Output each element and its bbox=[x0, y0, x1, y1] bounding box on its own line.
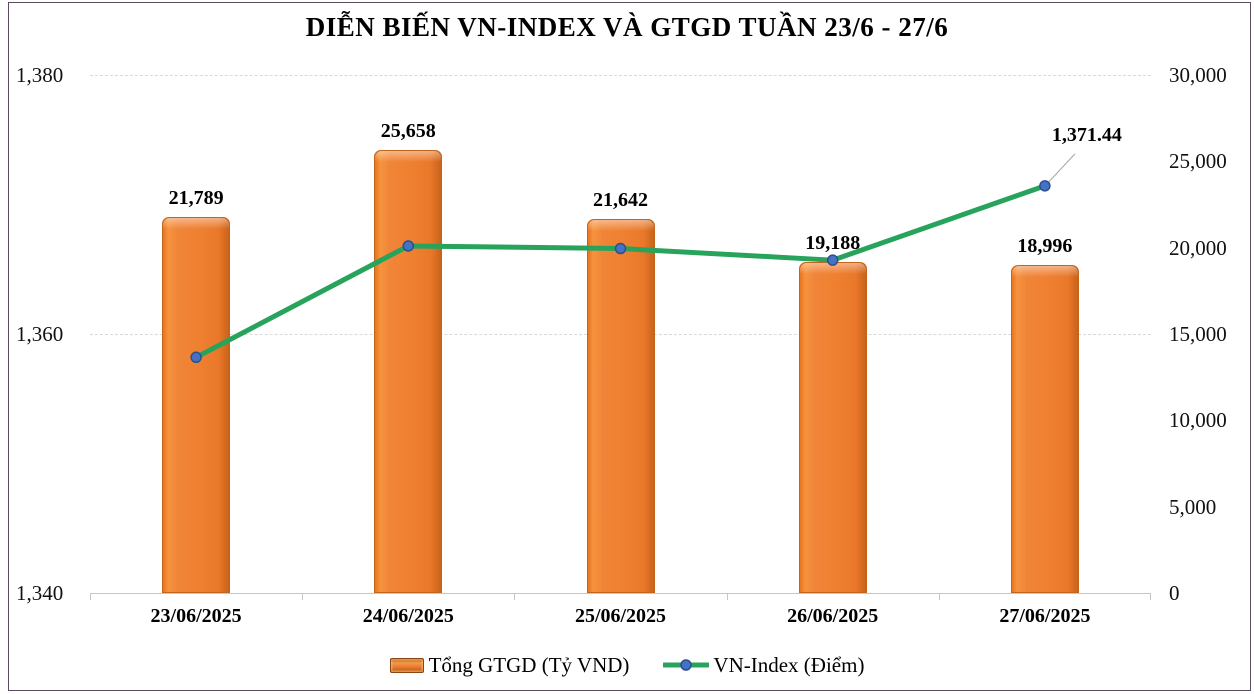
category-tick bbox=[938, 593, 940, 600]
gtgd-bar bbox=[374, 149, 443, 593]
legend-item-gtgd: Tổng GTGD (Tỷ VND) bbox=[389, 652, 630, 678]
plot-area: 21,789 25,658 21,642 19,188 18,996 1,371.44 bbox=[90, 75, 1151, 600]
x-axis-line bbox=[90, 593, 1151, 594]
bar-value-label: 19,188 bbox=[805, 231, 861, 254]
legend-line-label: VN-Index (Điểm) bbox=[713, 652, 865, 677]
x-axis-label: 24/06/2025 bbox=[362, 605, 454, 627]
gtgd-bar bbox=[798, 261, 867, 593]
category-tick bbox=[302, 593, 304, 600]
callout-leader-line bbox=[1046, 153, 1076, 185]
line-series-sample-icon bbox=[661, 653, 711, 678]
left-axis-tick-label: 1,360 bbox=[16, 322, 64, 346]
category-tick bbox=[726, 593, 728, 600]
bar-series-swatch-icon bbox=[389, 657, 424, 673]
legend-item-vnindex: VN-Index (Điểm) bbox=[661, 652, 865, 678]
bar-value-label: 21,642 bbox=[593, 189, 648, 212]
bar-value-label: 25,658 bbox=[380, 119, 436, 142]
category-tick bbox=[1150, 593, 1151, 600]
x-axis-label: 25/06/2025 bbox=[574, 605, 667, 627]
right-axis-tick-label: 20,000 bbox=[1169, 235, 1227, 260]
vnindex-callout-label: 1,371.44 bbox=[1051, 123, 1122, 146]
legend-bar-label: Tổng GTGD (Tỷ VND) bbox=[428, 652, 630, 677]
category-tick bbox=[514, 593, 516, 600]
x-axis-label: 23/06/2025 bbox=[150, 605, 242, 627]
left-axis-tick-label: 1,380 bbox=[16, 63, 64, 87]
gridline bbox=[90, 75, 1151, 76]
bar-value-label: 21,789 bbox=[168, 186, 224, 209]
right-axis-tick-label: 30,000 bbox=[1169, 63, 1227, 87]
bar-value-label: 18,996 bbox=[1017, 235, 1073, 257]
left-axis-tick-label: 1,340 bbox=[16, 581, 64, 605]
x-axis-label: 26/06/2025 bbox=[787, 605, 879, 627]
right-axis-tick-label: 15,000 bbox=[1169, 322, 1227, 346]
gtgd-bar bbox=[1010, 265, 1079, 593]
gtgd-bar bbox=[586, 219, 655, 593]
x-axis-label: 27/06/2025 bbox=[999, 605, 1091, 627]
category-tick bbox=[90, 593, 91, 600]
right-axis-tick-label: 10,000 bbox=[1169, 408, 1227, 433]
chart-title: DIỄN BIẾN VN-INDEX VÀ GTGD TUẦN 23/6 - 2… bbox=[305, 12, 949, 42]
legend: Tổng GTGD (Tỷ VND) VN-Index (Điểm) bbox=[0, 646, 1254, 684]
right-axis-tick-label: 5,000 bbox=[1169, 494, 1217, 519]
right-axis-tick-label: 0 bbox=[1169, 581, 1180, 605]
right-axis-tick-label: 25,000 bbox=[1169, 149, 1227, 174]
line-marker bbox=[1039, 180, 1051, 192]
gtgd-bar bbox=[162, 216, 231, 593]
